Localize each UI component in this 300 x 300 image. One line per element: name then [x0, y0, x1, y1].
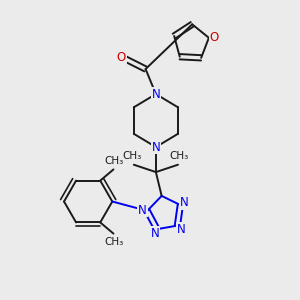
Text: N: N: [150, 227, 159, 240]
Text: CH₃: CH₃: [123, 151, 142, 161]
Text: N: N: [138, 204, 147, 217]
Text: N: N: [152, 141, 160, 154]
Text: N: N: [180, 196, 189, 209]
Text: N: N: [152, 88, 160, 100]
Text: O: O: [209, 31, 219, 44]
Text: N: N: [177, 223, 185, 236]
Text: CH₃: CH₃: [170, 151, 189, 161]
Text: O: O: [117, 51, 126, 64]
Text: CH₃: CH₃: [104, 237, 124, 247]
Text: CH₃: CH₃: [104, 156, 124, 166]
